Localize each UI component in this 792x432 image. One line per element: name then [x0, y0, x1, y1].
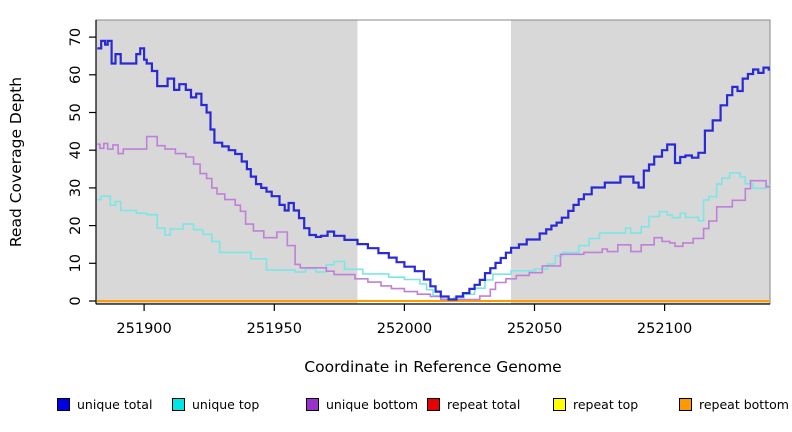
legend-label-unique-total: unique total — [77, 396, 153, 412]
legend-swatch-unique-bottom — [306, 397, 319, 411]
y-tick-label: 30 — [68, 179, 84, 197]
y-tick-label: 20 — [68, 216, 84, 234]
legend-item-unique-top: unique top — [172, 395, 259, 413]
x-tick-label: 251950 — [247, 321, 302, 337]
legend-swatch-repeat-bottom — [679, 397, 692, 411]
x-tick-label: 252050 — [507, 321, 562, 337]
legend-label-repeat-top: repeat top — [573, 396, 639, 412]
y-tick-label: 70 — [68, 28, 84, 46]
x-tick-label: 252000 — [377, 321, 432, 337]
y-tick-label: 10 — [68, 254, 84, 272]
legend-item-repeat-total: repeat total — [427, 395, 520, 413]
y-tick-label: 0 — [68, 296, 84, 305]
legend-item-repeat-top: repeat top — [553, 395, 638, 413]
y-axis-title: Read Coverage Depth — [7, 76, 25, 248]
legend-swatch-unique-top — [172, 397, 185, 411]
y-tick-label: 40 — [68, 141, 84, 159]
x-tick-label: 251900 — [116, 321, 171, 337]
coverage-plot: 0 10 20 30 40 50 60 70 251900 251950 252000 252050 2… — [68, 19, 771, 337]
series-line-unique-top — [97, 172, 770, 300]
legend-swatch-unique-total — [57, 397, 70, 411]
legend-label-unique-bottom: unique bottom — [326, 396, 419, 412]
legend-item-unique-total: unique total — [57, 395, 152, 413]
y-tick-label: 50 — [68, 103, 84, 121]
series-line-unique-total — [97, 39, 770, 301]
legend-swatch-repeat-total — [427, 397, 440, 411]
highlight-region — [357, 20, 511, 304]
legend: unique total unique top unique bottom repea… — [0, 395, 792, 417]
x-axis-title: Coordinate in Reference Genome — [304, 358, 562, 376]
legend-label-repeat-bottom: repeat bottom — [699, 396, 789, 412]
series-line-unique-bottom — [97, 135, 770, 301]
legend-swatch-repeat-top — [553, 397, 566, 411]
legend-item-unique-bottom: unique bottom — [306, 395, 418, 413]
y-tick-label: 60 — [68, 66, 84, 84]
legend-label-repeat-total: repeat total — [447, 396, 521, 412]
legend-item-repeat-bottom: repeat bottom — [679, 395, 789, 413]
legend-label-unique-top: unique top — [192, 396, 260, 412]
x-tick-label: 252100 — [637, 321, 692, 337]
